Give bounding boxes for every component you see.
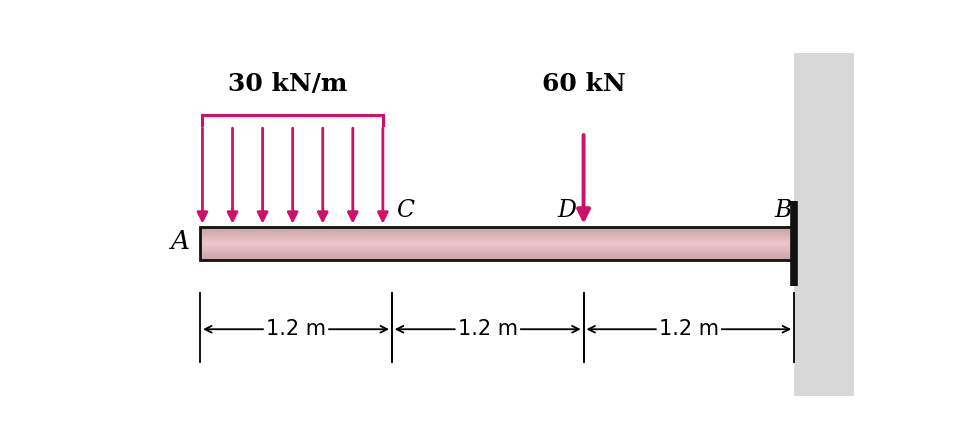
- Text: 1.2 m: 1.2 m: [266, 319, 326, 339]
- Text: 1.2 m: 1.2 m: [658, 319, 718, 339]
- Bar: [200, 227, 794, 260]
- Bar: [200, 241, 794, 242]
- Bar: [200, 249, 794, 250]
- Bar: [200, 257, 794, 258]
- Bar: [200, 244, 794, 245]
- Bar: [200, 231, 794, 232]
- Bar: [200, 228, 794, 229]
- Bar: [200, 259, 794, 260]
- Bar: [200, 246, 794, 247]
- Text: B: B: [773, 198, 791, 222]
- Bar: [200, 240, 794, 241]
- Bar: [200, 243, 794, 244]
- Bar: [200, 242, 794, 243]
- Bar: [200, 230, 794, 231]
- Bar: [200, 236, 794, 237]
- Bar: [200, 251, 794, 252]
- Text: A: A: [170, 229, 188, 255]
- Bar: [200, 233, 794, 234]
- Bar: [200, 238, 794, 239]
- Bar: [200, 250, 794, 251]
- Bar: [200, 245, 794, 246]
- Bar: [200, 227, 794, 228]
- Bar: [200, 254, 794, 255]
- Bar: [200, 239, 794, 240]
- Text: 30 kN/m: 30 kN/m: [229, 72, 348, 96]
- Bar: [200, 229, 794, 230]
- Bar: [200, 247, 794, 248]
- Bar: [794, 53, 854, 396]
- Bar: [200, 232, 794, 233]
- Text: 60 kN: 60 kN: [541, 72, 625, 96]
- Bar: [200, 253, 794, 254]
- Bar: [200, 235, 794, 236]
- Text: C: C: [396, 198, 414, 222]
- Bar: [200, 248, 794, 249]
- Bar: [200, 237, 794, 238]
- Bar: [200, 255, 794, 256]
- Bar: [200, 252, 794, 253]
- Bar: [200, 256, 794, 257]
- Text: 1.2 m: 1.2 m: [457, 319, 517, 339]
- Bar: [200, 258, 794, 259]
- Text: D: D: [557, 198, 576, 222]
- Bar: [200, 234, 794, 235]
